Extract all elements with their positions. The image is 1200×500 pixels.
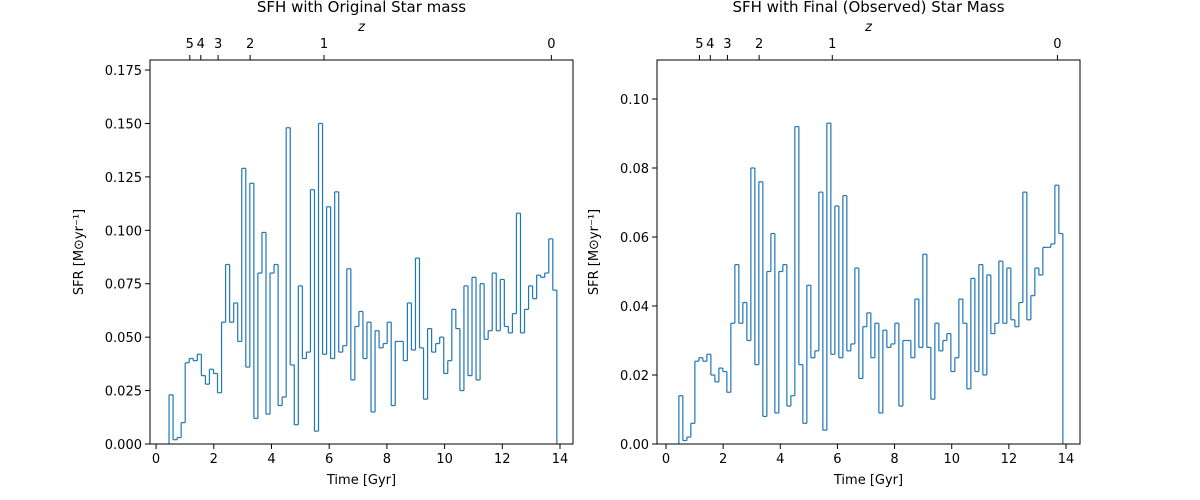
top-tick-label: 2	[246, 37, 254, 52]
axes-frame	[149, 59, 574, 445]
y-tick-label: 0.06	[620, 231, 649, 246]
y-tick-label: 0.125	[105, 171, 142, 186]
x-tick-label: 12	[1001, 452, 1018, 467]
y-tick-label: 0.100	[105, 224, 142, 239]
y-tick-label: 0.150	[105, 117, 142, 132]
x-tick-label: 6	[833, 452, 841, 467]
y-tick-label: 0.050	[105, 331, 142, 346]
top-axis-label: z	[357, 20, 366, 35]
panel: 0 2 4 6 8 10 12 140.000.020.040.060.080.105 4 3 2 1…	[587, 0, 1081, 488]
x-tick-label: 10	[436, 452, 453, 467]
x-tick-label: 8	[383, 452, 391, 467]
y-tick-label: 0.025	[105, 385, 142, 400]
x-tick-label: 2	[719, 452, 727, 467]
x-tick-label: 0	[152, 452, 160, 467]
top-tick-label: 4	[197, 37, 205, 52]
x-tick-label: 6	[325, 452, 333, 467]
top-tick-label: 4	[706, 37, 714, 52]
x-tick-label: 8	[890, 452, 898, 467]
top-tick-label: 2	[755, 37, 763, 52]
y-axis-label: SFR [M⊙yr⁻¹]	[72, 209, 87, 295]
top-tick-label: 1	[828, 37, 836, 52]
x-axis-label: Time [Gyr]	[326, 473, 396, 488]
top-tick-label: 5	[186, 37, 194, 52]
x-axis-label: Time [Gyr]	[833, 473, 903, 488]
top-tick-label: 3	[214, 37, 222, 52]
y-tick-label: 0.00	[620, 438, 649, 453]
x-tick-label: 0	[662, 452, 670, 467]
x-tick-label: 12	[494, 452, 511, 467]
y-tick-label: 0.10	[620, 93, 649, 108]
y-tick-label: 0.08	[620, 162, 649, 177]
top-tick-label: 3	[723, 37, 731, 52]
chart-title: SFH with Original Star mass	[257, 0, 466, 16]
top-tick-label: 5	[695, 37, 703, 52]
x-tick-label: 10	[943, 452, 960, 467]
x-tick-label: 14	[1058, 452, 1075, 467]
y-tick-label: 0.02	[620, 369, 649, 384]
x-tick-label: 2	[210, 452, 218, 467]
panel: 0 2 4 6 8 10 12 140.0000.0250.0500.0750.1000.12…	[72, 0, 574, 488]
y-tick-label: 0.04	[620, 300, 649, 315]
x-tick-label: 4	[776, 452, 784, 467]
y-tick-label: 0.000	[105, 438, 142, 453]
axes-frame	[656, 59, 1081, 445]
top-tick-label: 0	[547, 37, 555, 52]
top-axis-label: z	[864, 20, 873, 35]
x-tick-label: 14	[552, 452, 569, 467]
x-tick-label: 4	[267, 452, 275, 467]
top-tick-label: 1	[320, 37, 328, 52]
y-axis-label: SFR [M⊙yr⁻¹]	[587, 209, 602, 295]
y-tick-label: 0.175	[105, 64, 142, 79]
top-tick-label: 0	[1053, 37, 1061, 52]
chart-title: SFH with Final (Observed) Star Mass	[732, 0, 1004, 16]
y-tick-label: 0.075	[105, 278, 142, 293]
